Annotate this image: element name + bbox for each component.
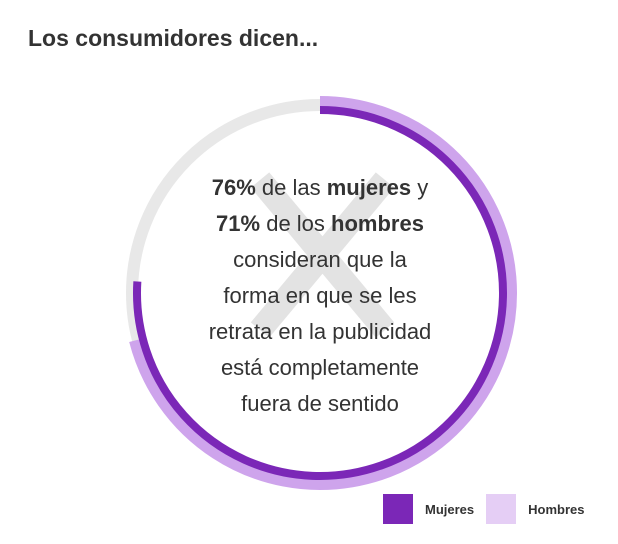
men-word: hombres xyxy=(331,211,424,236)
chart-title: Los consumidores dicen... xyxy=(28,25,319,51)
legend-item-hombres: Hombres xyxy=(486,494,585,524)
women-word: mujeres xyxy=(326,175,412,200)
legend-item-mujeres: Mujeres xyxy=(383,494,474,524)
statement-line-7: fuera de sentido xyxy=(241,391,399,416)
statement-line-6: está completamente xyxy=(220,355,420,380)
arc-hombres xyxy=(129,96,517,490)
legend-swatch-mujeres xyxy=(383,494,413,524)
statement-line-4: forma en que se les xyxy=(223,283,417,308)
statement-line-5: retrata en la publicidad xyxy=(208,319,432,344)
text-fragment: de los xyxy=(260,211,332,236)
chart-legend: Mujeres Hombres xyxy=(383,494,585,524)
statement-line-2: 71% de los hombres xyxy=(175,206,465,242)
men-percentage: 71% xyxy=(216,211,261,236)
center-statement: 76% de las mujeres y 71% de los hombres … xyxy=(175,170,465,422)
legend-swatch-hombres xyxy=(486,494,517,524)
legend-label-hombres: Hombres xyxy=(528,501,585,517)
arc-mujeres xyxy=(133,106,507,480)
x-watermark-icon xyxy=(250,172,395,338)
statement-line-3: consideran que la xyxy=(233,247,407,272)
text-fragment: y xyxy=(411,175,429,200)
statement-line-1: 76% de las mujeres y xyxy=(175,170,465,206)
women-percentage: 76% xyxy=(211,175,256,200)
legend-label-mujeres: Mujeres xyxy=(425,501,475,517)
text-fragment: de las xyxy=(255,175,327,200)
